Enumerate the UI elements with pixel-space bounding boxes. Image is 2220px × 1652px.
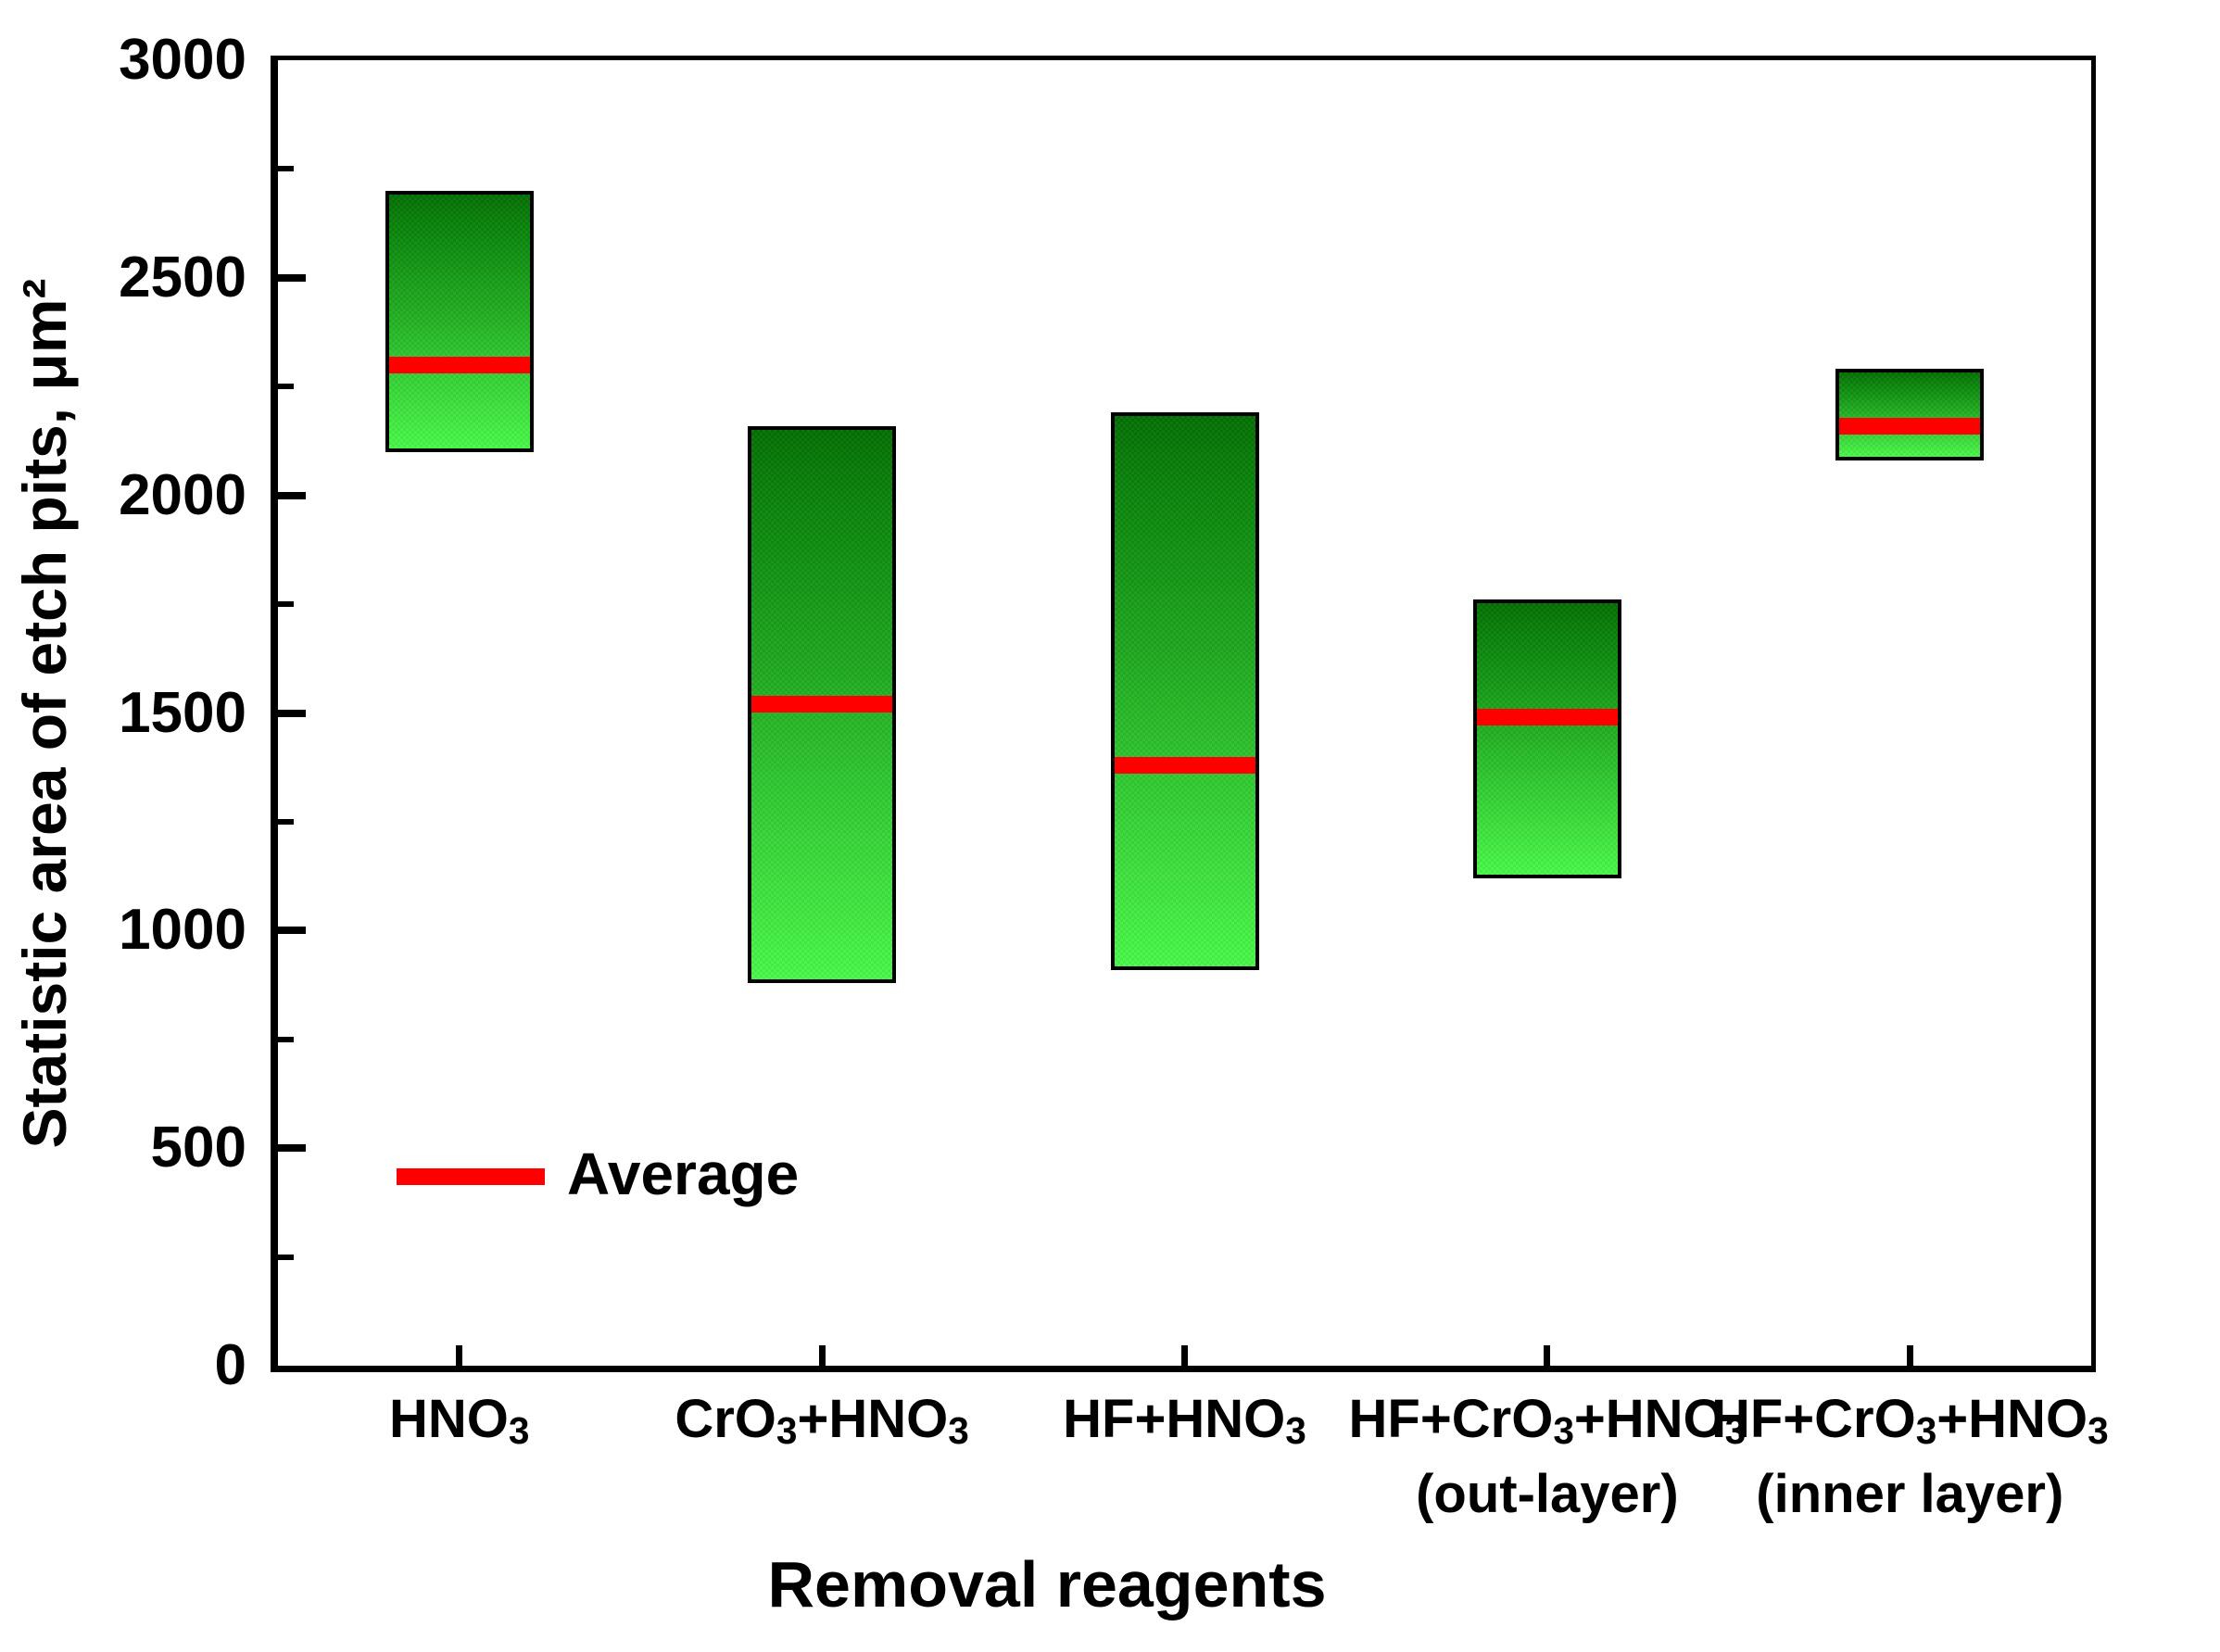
subscript-text: 3 — [776, 1409, 798, 1453]
category-label-line: CrO3+HNO3 — [675, 1384, 969, 1459]
category-label: HF+HNO3 — [1063, 1384, 1306, 1459]
y-axis-major-tick — [278, 491, 306, 499]
y-axis-tick-label: 500 — [150, 1116, 246, 1180]
label-text: +HNO — [1936, 1389, 2088, 1449]
y-axis-minor-tick — [278, 1036, 294, 1042]
y-axis-major-tick — [278, 1144, 306, 1153]
y-axis-major-tick — [278, 709, 306, 717]
label-text: +HNO — [797, 1389, 949, 1449]
average-line — [751, 696, 893, 713]
y-axis-minor-tick — [278, 1254, 294, 1260]
category-label-line: HF+HNO3 — [1063, 1384, 1306, 1459]
legend-label: Average — [567, 1141, 800, 1207]
x-axis-tick — [1181, 1345, 1188, 1366]
subscript-text: 3 — [508, 1409, 530, 1453]
y-axis-title: Statistic area of etch pits, μm² — [10, 278, 79, 1149]
subscript-text: 3 — [1285, 1409, 1306, 1453]
category-label: HF+CrO3+HNO3 (out-layer) — [1349, 1384, 1747, 1530]
range-bar — [385, 190, 534, 452]
label-text: (out-layer) — [1416, 1464, 1679, 1524]
y-axis-tick-label: 1500 — [119, 680, 246, 745]
average-line — [388, 356, 530, 373]
y-axis-minor-tick — [278, 818, 294, 825]
label-text: (inner layer) — [1756, 1464, 2064, 1524]
legend-average-line-swatch — [397, 1168, 545, 1185]
subscript-text: 3 — [948, 1409, 969, 1453]
y-axis-minor-tick — [278, 166, 294, 172]
label-text: HF+CrO — [1710, 1389, 1916, 1449]
y-axis-major-tick — [278, 927, 306, 935]
y-axis-minor-tick — [278, 384, 294, 390]
average-line — [1114, 756, 1255, 774]
range-bar — [1110, 412, 1259, 970]
category-label-line: (out-layer) — [1349, 1459, 1747, 1530]
x-axis-tick — [456, 1345, 463, 1366]
subscript-text: 3 — [2088, 1409, 2109, 1453]
y-axis-tick-label: 0 — [214, 1333, 246, 1397]
range-bar — [748, 425, 897, 983]
label-text: +HNO — [1573, 1389, 1725, 1449]
subscript-text: 3 — [1915, 1409, 1937, 1453]
category-label: HNO3 — [389, 1384, 529, 1459]
average-line — [1839, 417, 1981, 435]
y-axis-tick-label: 2500 — [119, 245, 246, 309]
plot-area: Average 0 500 1000 1500 2000 2500 3000 HNO3 CrO3… — [119, 28, 2109, 1524]
x-axis-tick — [818, 1345, 826, 1366]
y-axis-tick-label: 1000 — [119, 898, 246, 963]
subscript-text: 3 — [1553, 1409, 1574, 1453]
y-axis-major-tick — [278, 273, 306, 282]
y-axis-minor-tick — [278, 601, 294, 608]
label-text: CrO — [675, 1389, 776, 1449]
label-text: HF+HNO — [1063, 1389, 1286, 1449]
subscript-text: 3 — [1724, 1409, 1747, 1453]
x-axis-tick — [1544, 1345, 1551, 1366]
y-axis-tick-label: 2000 — [119, 462, 246, 527]
x-axis-tick — [1906, 1345, 1913, 1366]
range-bar — [1835, 369, 1985, 461]
category-label-line: HF+CrO3+HNO3 — [1711, 1384, 2109, 1459]
average-line — [1476, 709, 1618, 726]
category-label-line: HNO3 — [389, 1384, 529, 1459]
range-bar — [1472, 599, 1621, 878]
category-label: CrO3+HNO3 — [675, 1384, 969, 1459]
category-label-line: (inner layer) — [1711, 1459, 2109, 1530]
x-axis-title: Removal reagents — [767, 1548, 1327, 1620]
label-text: HNO — [388, 1389, 509, 1449]
y-axis-tick-label: 3000 — [119, 28, 246, 92]
category-label: HF+CrO3+HNO3 (inner layer) — [1711, 1384, 2109, 1530]
label-text: HF+CrO — [1348, 1389, 1554, 1449]
category-label-line: HF+CrO3+HNO3 — [1349, 1384, 1747, 1459]
